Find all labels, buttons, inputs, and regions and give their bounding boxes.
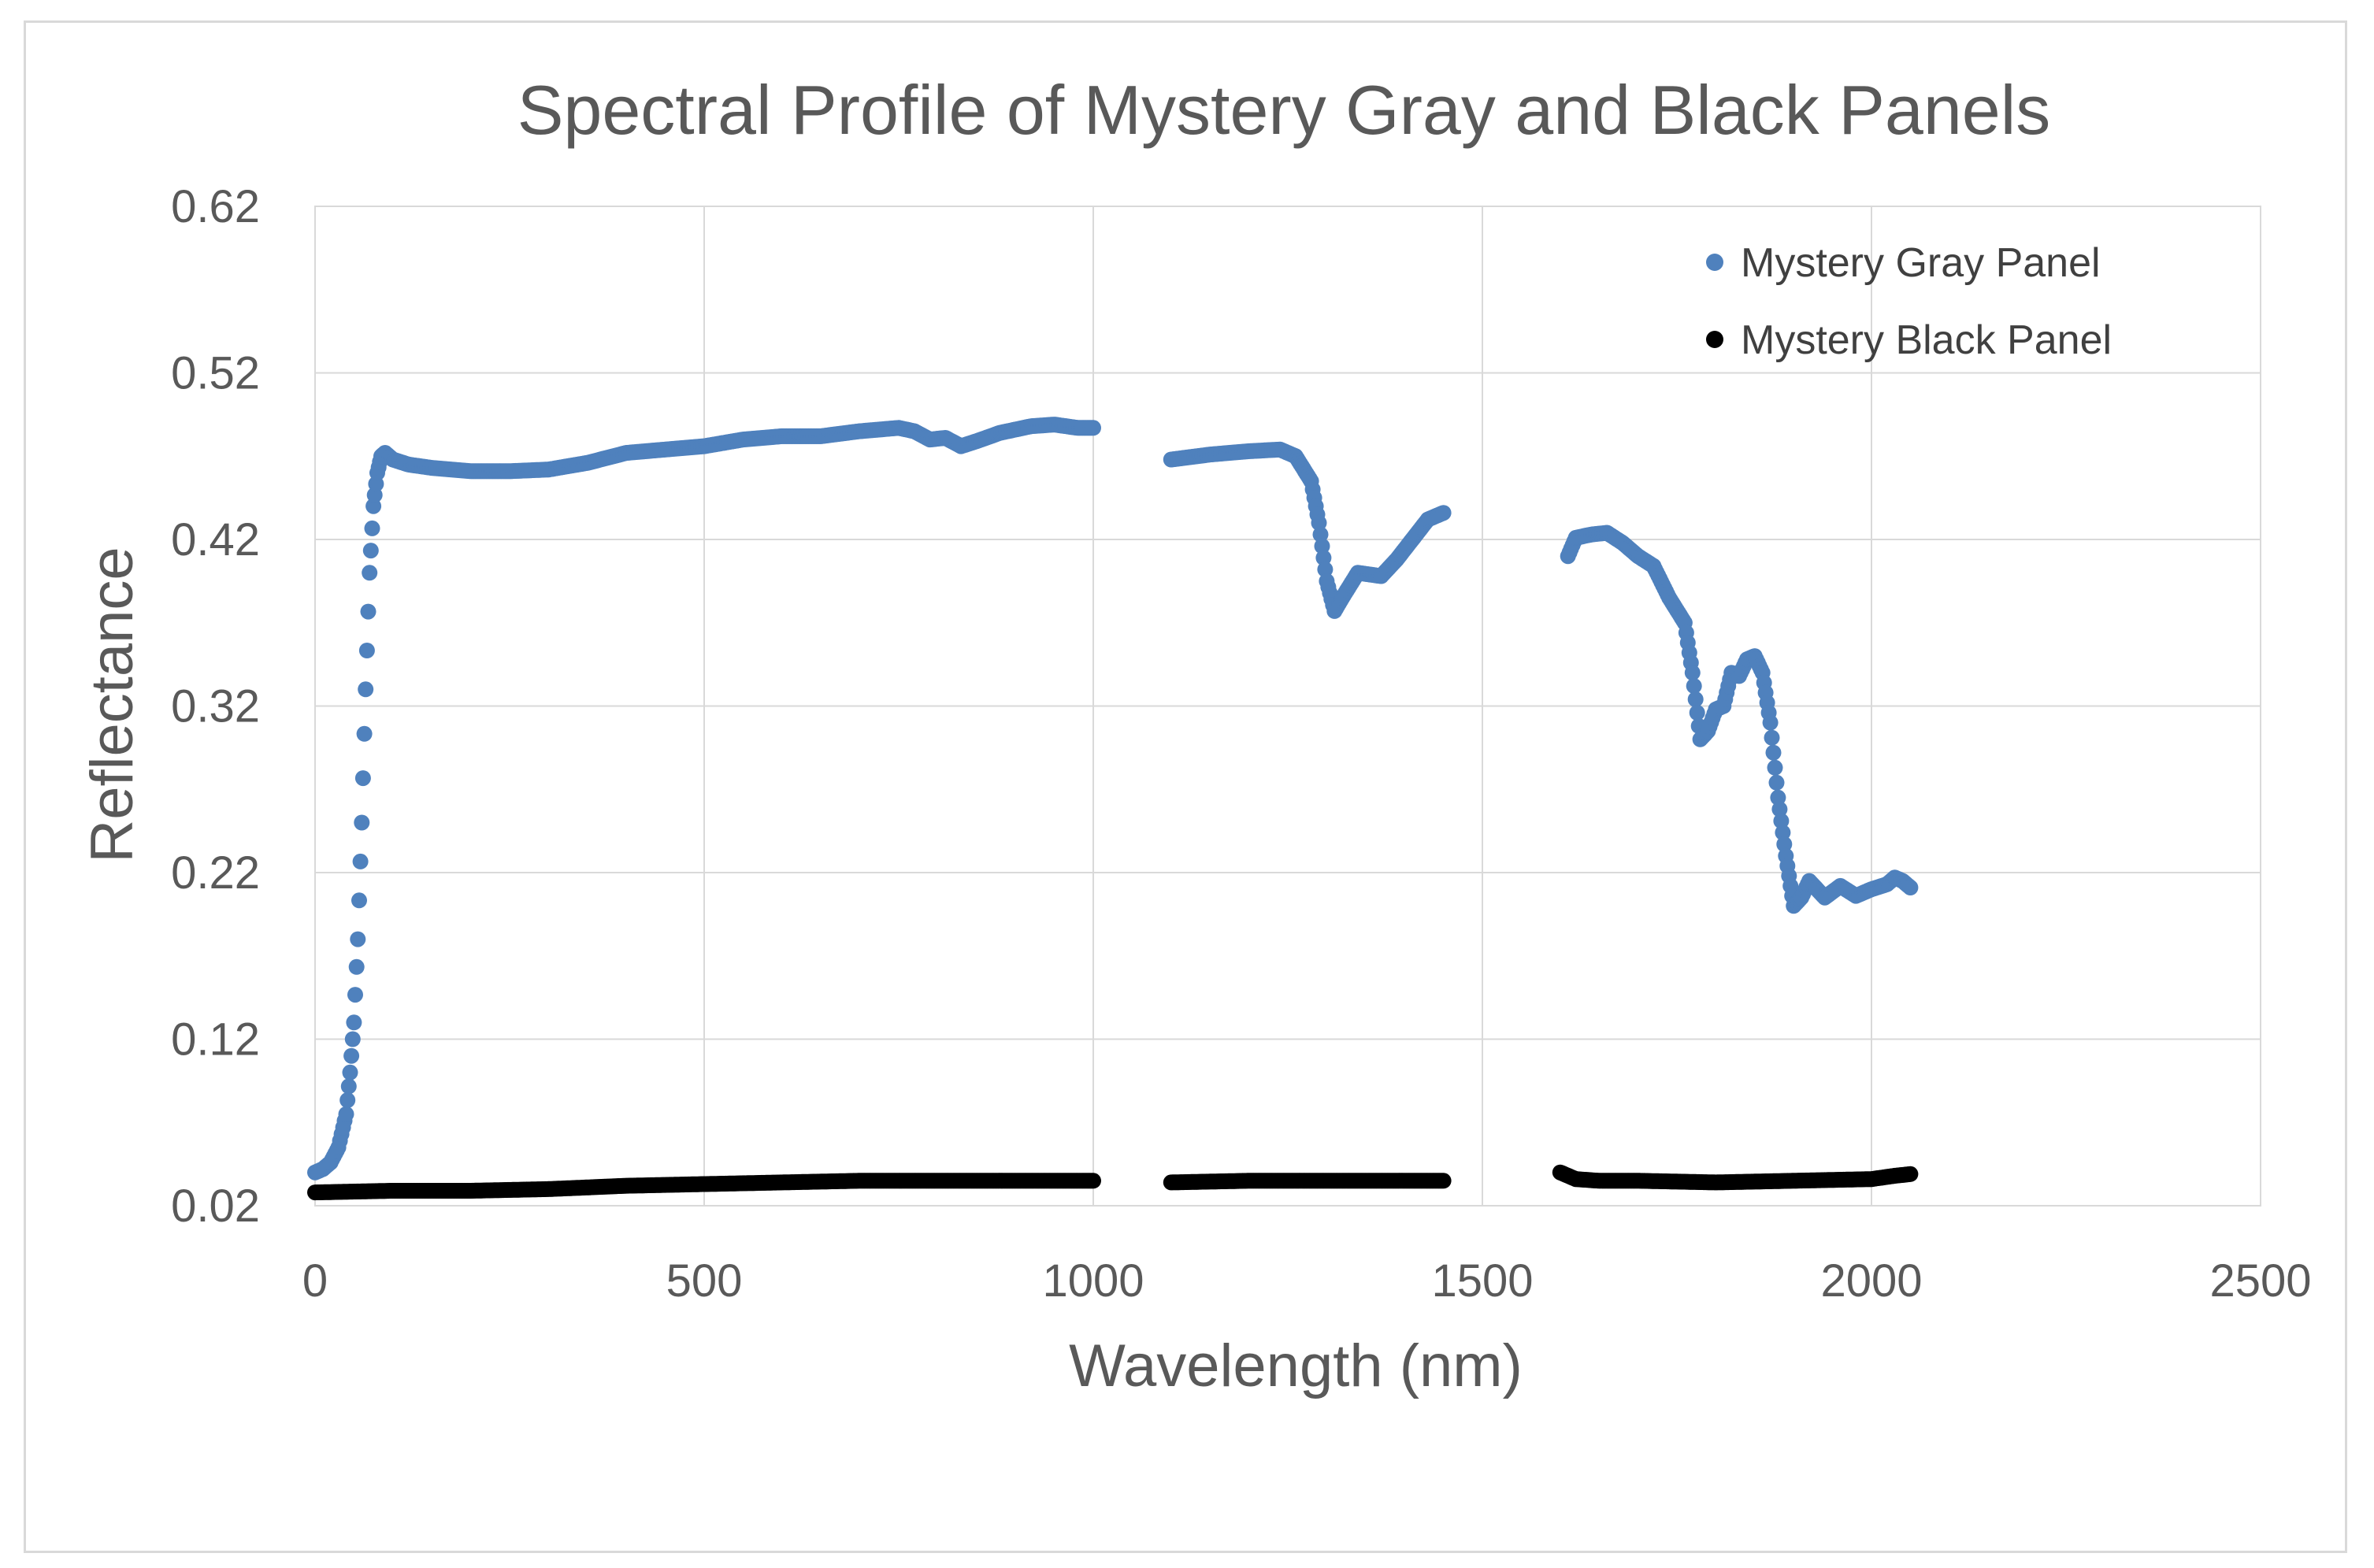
data-point (1317, 562, 1334, 578)
data-point (362, 565, 378, 581)
data-point (351, 892, 367, 909)
y-tick-labels: 0.02 0.12 0.22 0.32 0.42 0.52 0.62 (171, 181, 260, 1232)
data-point (343, 1047, 360, 1064)
data-point (350, 931, 366, 947)
data-point (338, 1106, 354, 1122)
data-point (1770, 789, 1786, 806)
data-point (347, 987, 363, 1003)
data-point (360, 603, 377, 620)
data-point (358, 681, 374, 698)
data-point (1775, 825, 1791, 841)
x-tick-label: 1500 (1431, 1255, 1533, 1307)
data-point (1762, 714, 1779, 731)
data-point (1686, 678, 1702, 695)
data-point (1773, 813, 1790, 829)
data-point (356, 725, 373, 742)
chart-title: Spectral Profile of Mystery Gray and Bla… (517, 71, 2051, 149)
data-point (354, 814, 370, 831)
series-gray-panel (307, 417, 1919, 1181)
data-point (1902, 880, 1919, 895)
series-black-panel (307, 1164, 1919, 1201)
data-point (1768, 774, 1785, 791)
y-tick-label: 0.22 (171, 847, 260, 899)
x-tick-label: 1000 (1042, 1255, 1144, 1307)
data-point (362, 543, 379, 559)
y-tick-label: 0.42 (171, 514, 260, 565)
data-point (364, 520, 380, 536)
data-point (1315, 550, 1332, 566)
data-point (1765, 744, 1782, 761)
data-point (1311, 514, 1327, 531)
data-point (358, 643, 375, 658)
data-point (348, 958, 365, 975)
x-axis-title: Wavelength (nm) (1069, 1333, 1523, 1399)
data-point (346, 1014, 362, 1031)
y-axis-title: Reflectance (79, 547, 146, 862)
data-point (1684, 665, 1701, 681)
chart-frame (24, 20, 2347, 1553)
data-point (339, 1092, 356, 1108)
data-point (1687, 691, 1704, 707)
y-tick-label: 0.02 (171, 1181, 260, 1232)
x-tick-label: 0 (302, 1255, 328, 1307)
data-point (1314, 538, 1330, 554)
plot-area (314, 206, 2261, 1207)
data-point (354, 770, 371, 787)
x-tick-label: 2500 (2209, 1255, 2311, 1307)
data-point (342, 1064, 358, 1081)
data-point (1312, 526, 1329, 543)
data-point (1767, 759, 1783, 776)
data-point (1776, 836, 1793, 852)
x-tick-labels: 0 500 1000 1500 2000 2500 (302, 1255, 2312, 1307)
y-tick-label: 0.12 (171, 1014, 260, 1066)
data-point (1085, 420, 1101, 436)
data-series (307, 417, 1919, 1201)
legend: Mystery Gray Panel Mystery Black Panel (1706, 240, 2112, 363)
data-point (352, 853, 369, 869)
data-point (344, 1031, 361, 1047)
data-point (1085, 1173, 1101, 1189)
legend-marker-gray (1706, 254, 1723, 271)
x-tick-label: 500 (666, 1255, 743, 1307)
data-point (1771, 801, 1788, 817)
data-point (1435, 505, 1452, 521)
data-point (1689, 705, 1705, 721)
y-tick-label: 0.52 (171, 348, 260, 399)
legend-label-black: Mystery Black Panel (1741, 317, 2112, 363)
data-point (1435, 1173, 1452, 1189)
data-point (1902, 1166, 1919, 1182)
data-point (1764, 729, 1780, 746)
data-point (340, 1078, 357, 1095)
y-tick-label: 0.32 (171, 681, 260, 732)
legend-marker-black (1706, 331, 1723, 348)
x-tick-label: 2000 (1820, 1255, 1922, 1307)
y-tick-label: 0.62 (171, 181, 260, 232)
legend-label-gray: Mystery Gray Panel (1741, 240, 2101, 286)
